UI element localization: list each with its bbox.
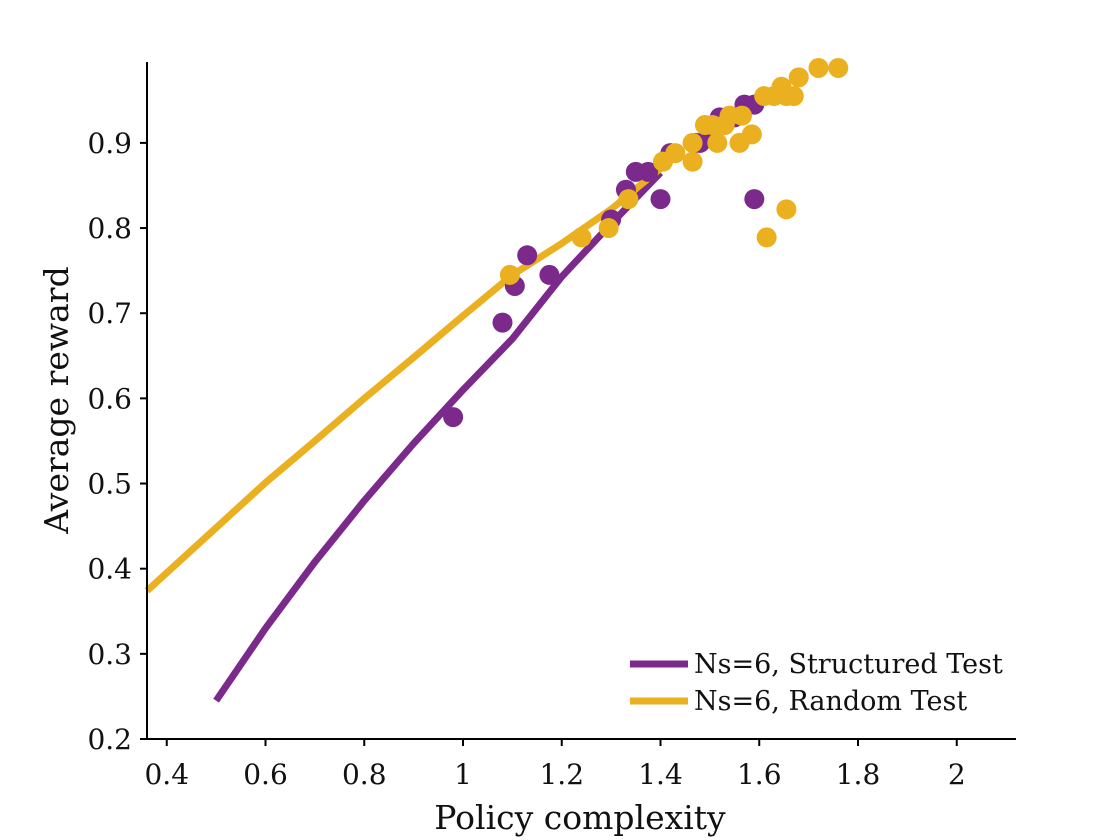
y-axis-title: Average reward <box>37 266 76 534</box>
fit-lines <box>144 165 664 703</box>
x-ticks: 0.4 0.6 0.8 1 1.2 1.4 1.6 1.8 2 <box>144 739 966 791</box>
y-tick-label: 0.4 <box>87 553 132 586</box>
x-tick-label: 0.4 <box>144 758 189 791</box>
legend-label-series-2: Ns=6, Random Test <box>694 686 967 717</box>
data-point-series-2 <box>783 86 804 107</box>
x-tick-label: 1.2 <box>539 758 584 791</box>
data-point-series-2 <box>776 199 797 220</box>
data-point-series-2 <box>598 218 619 239</box>
y-tick-label: 0.8 <box>87 212 132 245</box>
data-point-series-2 <box>707 132 728 153</box>
data-point-series-2 <box>828 57 849 78</box>
x-tick-label: 1.4 <box>638 758 683 791</box>
x-tick-label: 0.6 <box>243 758 288 791</box>
x-tick-label: 1 <box>454 758 472 791</box>
data-point-series-2 <box>756 227 777 248</box>
x-tick-label: 2 <box>948 758 966 791</box>
data-point-series-2 <box>682 132 703 153</box>
x-tick-label: 1.8 <box>836 758 881 791</box>
fit-line-series-1 <box>213 170 664 703</box>
data-point-series-1 <box>443 407 464 428</box>
x-tick-label: 0.8 <box>342 758 387 791</box>
data-point-series-2 <box>788 67 809 88</box>
data-point-series-2 <box>731 105 752 126</box>
data-points <box>443 57 849 428</box>
y-ticks: 0.2 0.3 0.4 0.5 0.6 0.7 0.8 0.9 <box>87 127 147 756</box>
data-point-series-2 <box>571 227 592 248</box>
data-point-series-2 <box>499 264 520 285</box>
data-point-series-1 <box>517 245 538 266</box>
y-tick-label: 0.3 <box>87 638 132 671</box>
data-point-series-1 <box>539 264 560 285</box>
data-point-series-1 <box>744 189 765 210</box>
y-tick-label: 0.5 <box>87 468 132 501</box>
y-tick-label: 0.6 <box>87 382 132 415</box>
x-tick-label: 1.6 <box>737 758 782 791</box>
data-point-series-1 <box>492 312 513 333</box>
legend: Ns=6, Structured Test Ns=6, Random Test <box>630 649 1003 717</box>
legend-label-series-1: Ns=6, Structured Test <box>694 649 1003 680</box>
y-tick-label: 0.2 <box>87 723 132 756</box>
y-tick-label: 0.9 <box>87 127 132 160</box>
data-point-series-2 <box>682 151 703 172</box>
data-point-series-2 <box>618 189 639 210</box>
data-point-series-2 <box>808 57 829 78</box>
x-axis-title: Policy complexity <box>434 798 726 837</box>
data-point-series-1 <box>638 161 659 182</box>
y-tick-label: 0.7 <box>87 297 132 330</box>
axes <box>146 62 1016 740</box>
data-point-series-1 <box>650 189 671 210</box>
data-point-series-2 <box>741 124 762 145</box>
data-point-series-2 <box>665 143 686 164</box>
